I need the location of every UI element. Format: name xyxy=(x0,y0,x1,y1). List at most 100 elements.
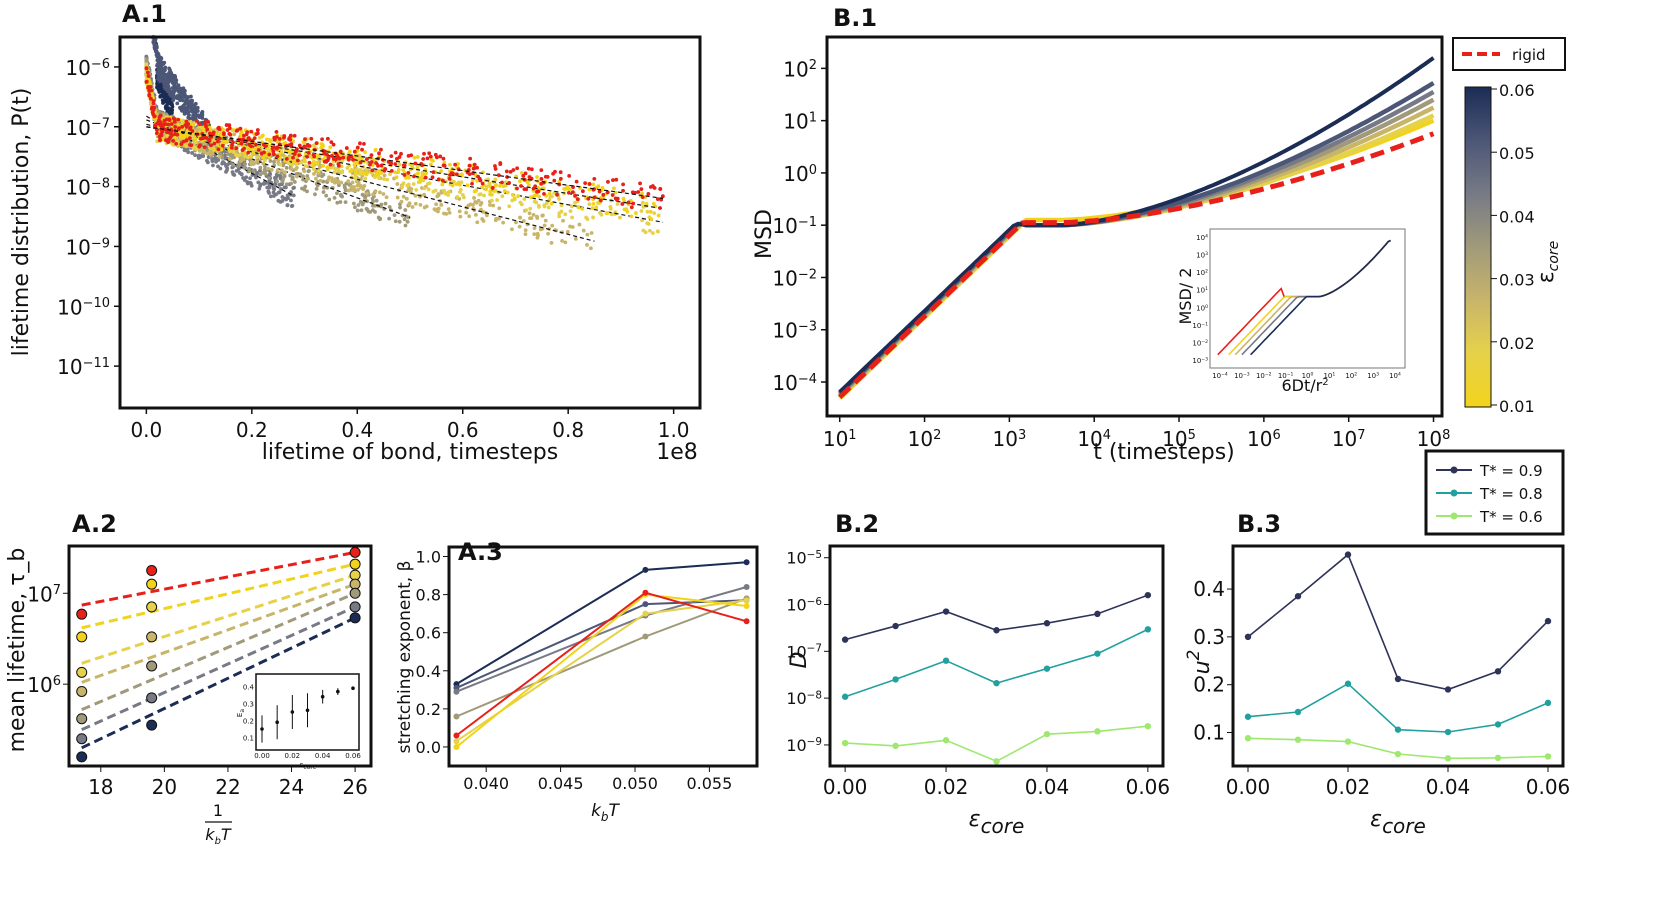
data-point xyxy=(285,203,290,208)
data-point xyxy=(273,175,277,180)
data-point xyxy=(189,116,194,121)
data-point xyxy=(326,177,331,182)
data-point xyxy=(242,150,247,155)
panel-b1: B.1 101 102 103 104 105 106 107 108 102 101 100 10−1… xyxy=(752,4,1566,465)
data-point xyxy=(413,201,418,206)
data-point xyxy=(269,167,274,172)
data-point xyxy=(472,166,477,171)
data-point xyxy=(1344,738,1352,745)
data-point xyxy=(942,657,950,664)
y-tick-label: 10−2 xyxy=(772,266,817,290)
data-point xyxy=(395,195,400,200)
data-point xyxy=(510,227,514,232)
data-point xyxy=(528,195,533,200)
data-point xyxy=(540,213,545,218)
data-point xyxy=(295,158,300,163)
data-point xyxy=(743,597,750,604)
data-point xyxy=(424,204,429,209)
legend-marker xyxy=(1450,489,1458,497)
data-point xyxy=(508,170,513,174)
data-point xyxy=(626,200,631,205)
data-point xyxy=(285,193,290,198)
data-point xyxy=(258,165,263,170)
data-point xyxy=(467,214,472,219)
inset-y-tick-label: 10−1 xyxy=(1192,321,1208,330)
data-point xyxy=(475,165,479,170)
data-point xyxy=(171,98,176,103)
data-point xyxy=(318,165,322,169)
data-point xyxy=(447,176,452,181)
inset-x-tick-label: 102 xyxy=(1345,371,1357,380)
inset-y-tick-label: 10−3 xyxy=(1192,356,1208,365)
data-point xyxy=(592,195,597,200)
data-point xyxy=(652,186,657,190)
data-point xyxy=(557,197,561,201)
data-point xyxy=(326,156,331,161)
x-tick-label: 0.04 xyxy=(1426,775,1471,799)
data-point xyxy=(1094,728,1101,735)
data-point xyxy=(393,150,398,155)
data-point xyxy=(385,177,390,182)
data-point xyxy=(631,201,636,206)
y-axis-label: D xyxy=(787,652,812,669)
inset-x-axis-label: εcore xyxy=(300,761,317,771)
data-point xyxy=(383,167,388,171)
data-point xyxy=(169,102,174,107)
data-point xyxy=(275,154,280,159)
data-point xyxy=(892,622,899,630)
data-point xyxy=(146,70,150,75)
data-point xyxy=(492,189,496,194)
data-point xyxy=(406,188,411,193)
data-point xyxy=(223,156,228,161)
data-point xyxy=(335,191,339,196)
data-point xyxy=(453,743,460,750)
data-point xyxy=(159,66,164,71)
data-point xyxy=(942,608,950,615)
data-point xyxy=(205,127,210,132)
data-point xyxy=(161,61,166,66)
data-point xyxy=(345,166,350,170)
plot-frame xyxy=(67,544,373,768)
data-point xyxy=(655,197,660,202)
data-point xyxy=(639,187,644,192)
data-point xyxy=(328,162,333,167)
data-point xyxy=(545,201,549,206)
data-point xyxy=(358,199,363,204)
data-point xyxy=(476,198,481,203)
data-point xyxy=(261,155,266,160)
data-point xyxy=(356,203,361,207)
y-tick-label: 10−11 xyxy=(57,355,110,379)
data-point xyxy=(365,157,369,162)
data-point xyxy=(562,187,567,191)
data-point xyxy=(174,141,179,146)
data-point xyxy=(402,173,407,177)
inset-y-tick-label: 103 xyxy=(1196,251,1208,260)
data-point xyxy=(312,154,317,159)
data-point xyxy=(244,132,249,137)
data-point xyxy=(374,198,379,203)
series-line xyxy=(455,599,747,743)
data-point xyxy=(275,168,280,173)
data-point xyxy=(306,150,311,155)
data-point xyxy=(160,125,165,130)
data-point xyxy=(203,120,208,124)
data-point xyxy=(383,201,388,206)
data-point xyxy=(523,228,528,233)
data-point xyxy=(171,89,176,94)
data-point xyxy=(373,189,378,194)
data-point xyxy=(404,196,409,201)
panel-label: B.1 xyxy=(833,4,877,32)
data-point xyxy=(1444,728,1452,736)
data-point xyxy=(494,216,499,221)
data-point xyxy=(184,119,189,124)
data-point xyxy=(519,184,523,188)
data-point xyxy=(406,170,411,175)
data-point xyxy=(146,74,151,78)
data-point xyxy=(267,183,272,188)
data-point xyxy=(248,176,252,181)
data-point xyxy=(1494,754,1502,762)
data-point xyxy=(567,187,572,192)
data-point xyxy=(227,157,232,161)
data-point xyxy=(645,221,650,226)
data-point xyxy=(313,192,317,197)
